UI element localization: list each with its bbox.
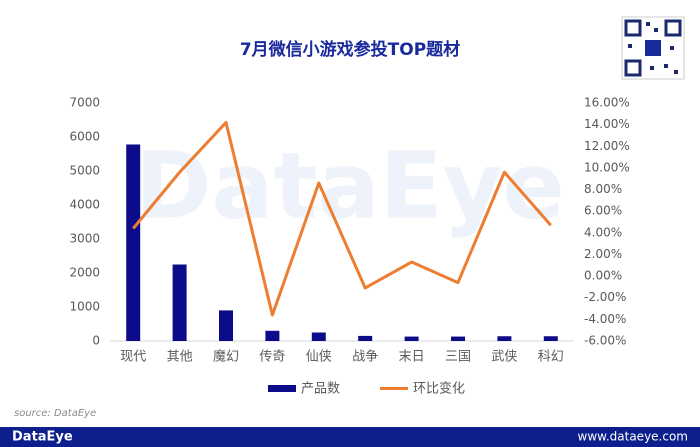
y2-tick-label: 10.00% xyxy=(584,160,630,174)
bar xyxy=(543,336,558,341)
bar xyxy=(497,336,512,341)
legend-swatch xyxy=(268,385,296,392)
bar xyxy=(126,144,141,341)
x-tick-label: 战争 xyxy=(352,350,378,365)
y2-tick-label: 6.00% xyxy=(584,204,622,218)
y2-tick-label: 16.00% xyxy=(584,96,630,110)
bar xyxy=(311,332,326,341)
y-tick-label: 3000 xyxy=(69,232,100,246)
bar xyxy=(358,335,373,341)
y2-tick-label: 14.00% xyxy=(584,117,630,131)
source: source: DataEye xyxy=(14,408,96,419)
y-tick-label: 5000 xyxy=(69,164,100,178)
bar xyxy=(265,330,280,341)
x-tick-label: 三国 xyxy=(445,350,471,365)
y2-tick-label: 2.00% xyxy=(584,247,622,261)
footer-bar xyxy=(0,427,700,447)
x-tick-label: 魔幻 xyxy=(213,350,239,365)
y2-tick-label: 0.00% xyxy=(584,269,622,283)
legend-label: 环比变化 xyxy=(413,381,465,397)
y-tick-label: 6000 xyxy=(69,130,100,144)
y2-tick-label: 8.00% xyxy=(584,182,622,196)
x-tick-label: 传奇 xyxy=(259,349,285,365)
line xyxy=(132,120,552,317)
y-tick-label: 1000 xyxy=(69,300,100,314)
x-tick-label: 仙侠 xyxy=(306,350,332,365)
x-tick-label: 武侠 xyxy=(491,350,517,365)
footer-url: www.dataeye.com xyxy=(578,430,689,444)
y2-tick-label: 12.00% xyxy=(584,139,630,153)
y-tick-label: 0 xyxy=(92,334,100,348)
y-tick-label: 4000 xyxy=(69,198,100,212)
x-tick-label: 现代 xyxy=(120,350,146,365)
footer-logo: DataEye xyxy=(12,430,73,445)
x-tick-label: 其他 xyxy=(167,350,193,365)
x-tick-label: 末日 xyxy=(399,350,425,365)
bar xyxy=(219,310,233,341)
y-tick-label: 2000 xyxy=(69,266,100,280)
chart-title: 7月微信小游戏参投TOP题材 xyxy=(240,39,460,60)
bar xyxy=(404,336,419,341)
qr-code xyxy=(621,16,685,80)
y2-tick-label: -2.00% xyxy=(584,290,626,304)
y-tick-label: 7000 xyxy=(69,96,100,110)
y2-tick-label: -4.00% xyxy=(584,312,626,326)
y2-tick-label: 4.00% xyxy=(584,225,622,239)
x-tick-label: 科幻 xyxy=(538,350,564,365)
bar xyxy=(172,264,187,341)
watermark: DataEye xyxy=(135,132,565,239)
bar xyxy=(451,336,465,341)
y2-tick-label: -6.00% xyxy=(584,334,626,348)
legend-label: 产品数 xyxy=(301,382,340,397)
